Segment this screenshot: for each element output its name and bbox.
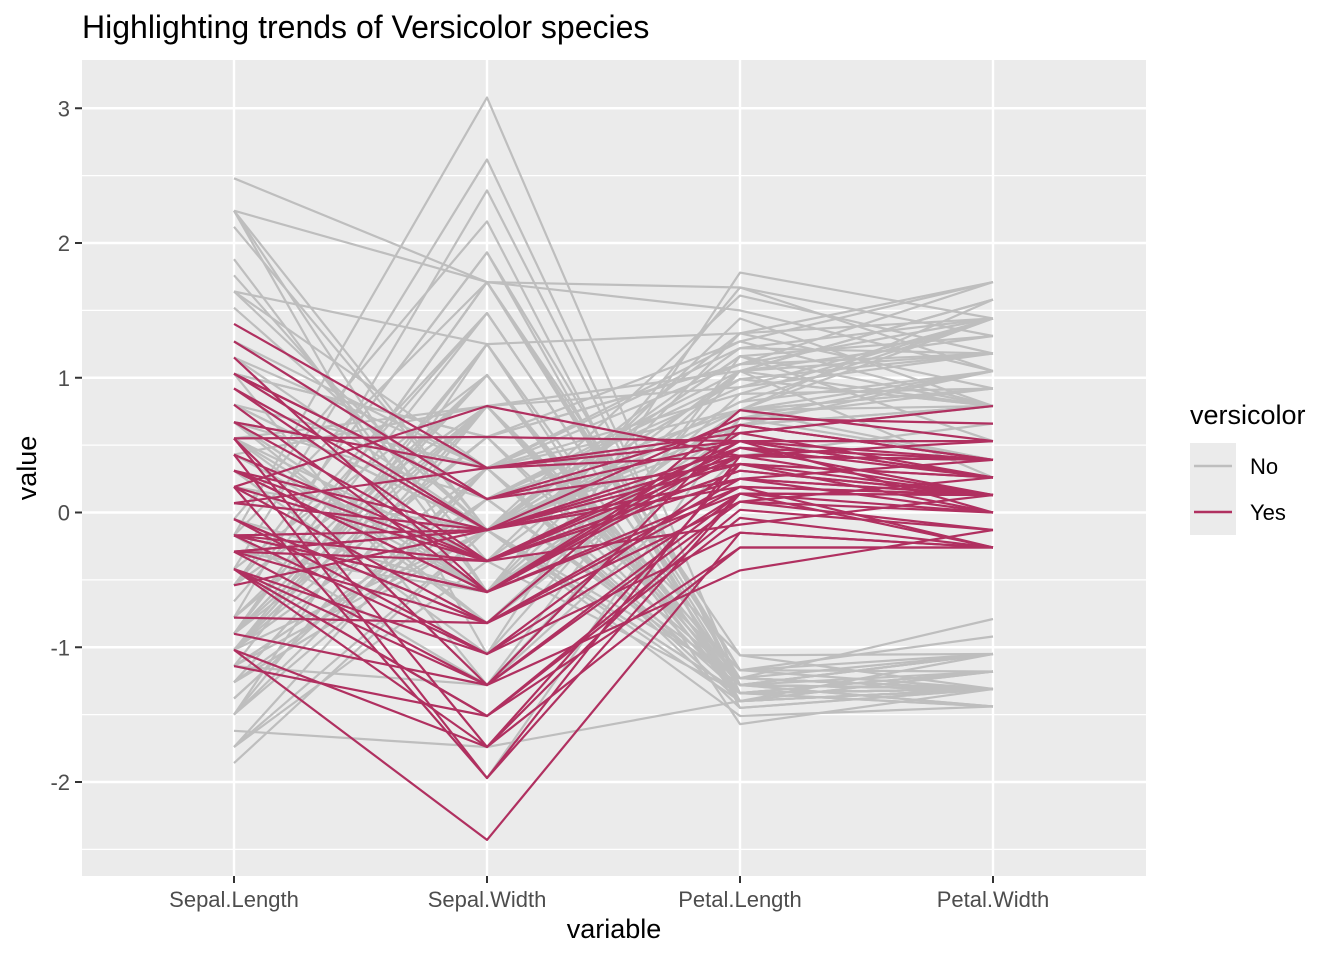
series-line-no	[233, 177, 994, 373]
series-line-no	[233, 466, 994, 748]
series-yes-lines	[233, 322, 994, 842]
x-axis-title: variable	[567, 914, 662, 944]
series-line-no	[233, 528, 994, 764]
x-axis: Sepal.Length Sepal.Width Petal.Length Petal…	[169, 876, 1049, 912]
series-line-yes	[233, 435, 993, 443]
series-line-yes	[233, 528, 994, 687]
x-tick-label: Petal.Length	[678, 887, 802, 912]
y-tick-label: -1	[50, 635, 70, 660]
series-line-no	[233, 226, 994, 532]
series-line-yes	[233, 404, 994, 505]
y-axis: -2 -1 0 1 2 3	[50, 96, 82, 795]
series-line-no	[233, 281, 994, 439]
series-line-no	[233, 343, 994, 708]
series-line-yes	[233, 531, 994, 656]
series-line-yes	[233, 454, 994, 587]
legend-keys: No Yes	[1190, 443, 1286, 535]
y-tick-label: 2	[58, 231, 70, 256]
series-line-no	[233, 312, 994, 691]
series-line-no	[233, 290, 994, 470]
y-tick-label: -2	[50, 770, 70, 795]
series-line-yes	[233, 404, 994, 488]
series-line-yes	[233, 453, 994, 563]
series-line-yes	[233, 437, 994, 749]
series-line-yes	[233, 485, 994, 594]
series-line-no	[233, 369, 994, 532]
series-line-no	[233, 209, 994, 338]
series-line-yes	[233, 387, 994, 532]
legend-label-no: No	[1250, 454, 1278, 479]
series-line-yes	[233, 440, 994, 563]
series-line-yes	[233, 477, 994, 563]
series-line-yes	[233, 492, 994, 687]
y-axis-title: value	[12, 436, 42, 501]
series-line-yes	[233, 446, 994, 532]
series-line-yes	[233, 546, 993, 749]
series-line-no	[233, 281, 994, 346]
y-tick-label: 0	[58, 501, 70, 526]
x-tick-label: Sepal.Width	[428, 887, 547, 912]
series-line-no	[233, 374, 994, 680]
series-line-yes	[233, 356, 994, 594]
series-line-yes	[233, 500, 994, 625]
series-line-yes	[233, 516, 994, 718]
series-line-yes	[233, 372, 994, 501]
series-line-yes	[233, 372, 994, 532]
series-line-yes	[233, 462, 994, 656]
series-line-no	[233, 281, 994, 673]
legend-label-yes: Yes	[1250, 500, 1286, 525]
legend-title: versicolor	[1190, 400, 1306, 430]
series-line-no	[233, 317, 994, 470]
series-line-no	[233, 435, 994, 695]
series-line-yes	[233, 477, 994, 537]
y-tick-label: 3	[58, 96, 70, 121]
x-tick-label: Sepal.Length	[169, 887, 299, 912]
legend: versicolor No Yes	[1190, 400, 1306, 535]
y-tick-label: 1	[58, 366, 70, 391]
series-line-yes	[233, 423, 994, 687]
x-tick-label: Petal.Width	[937, 887, 1050, 912]
chart-title: Highlighting trends of Versicolor specie…	[82, 9, 649, 45]
series-line-no	[233, 317, 994, 456]
